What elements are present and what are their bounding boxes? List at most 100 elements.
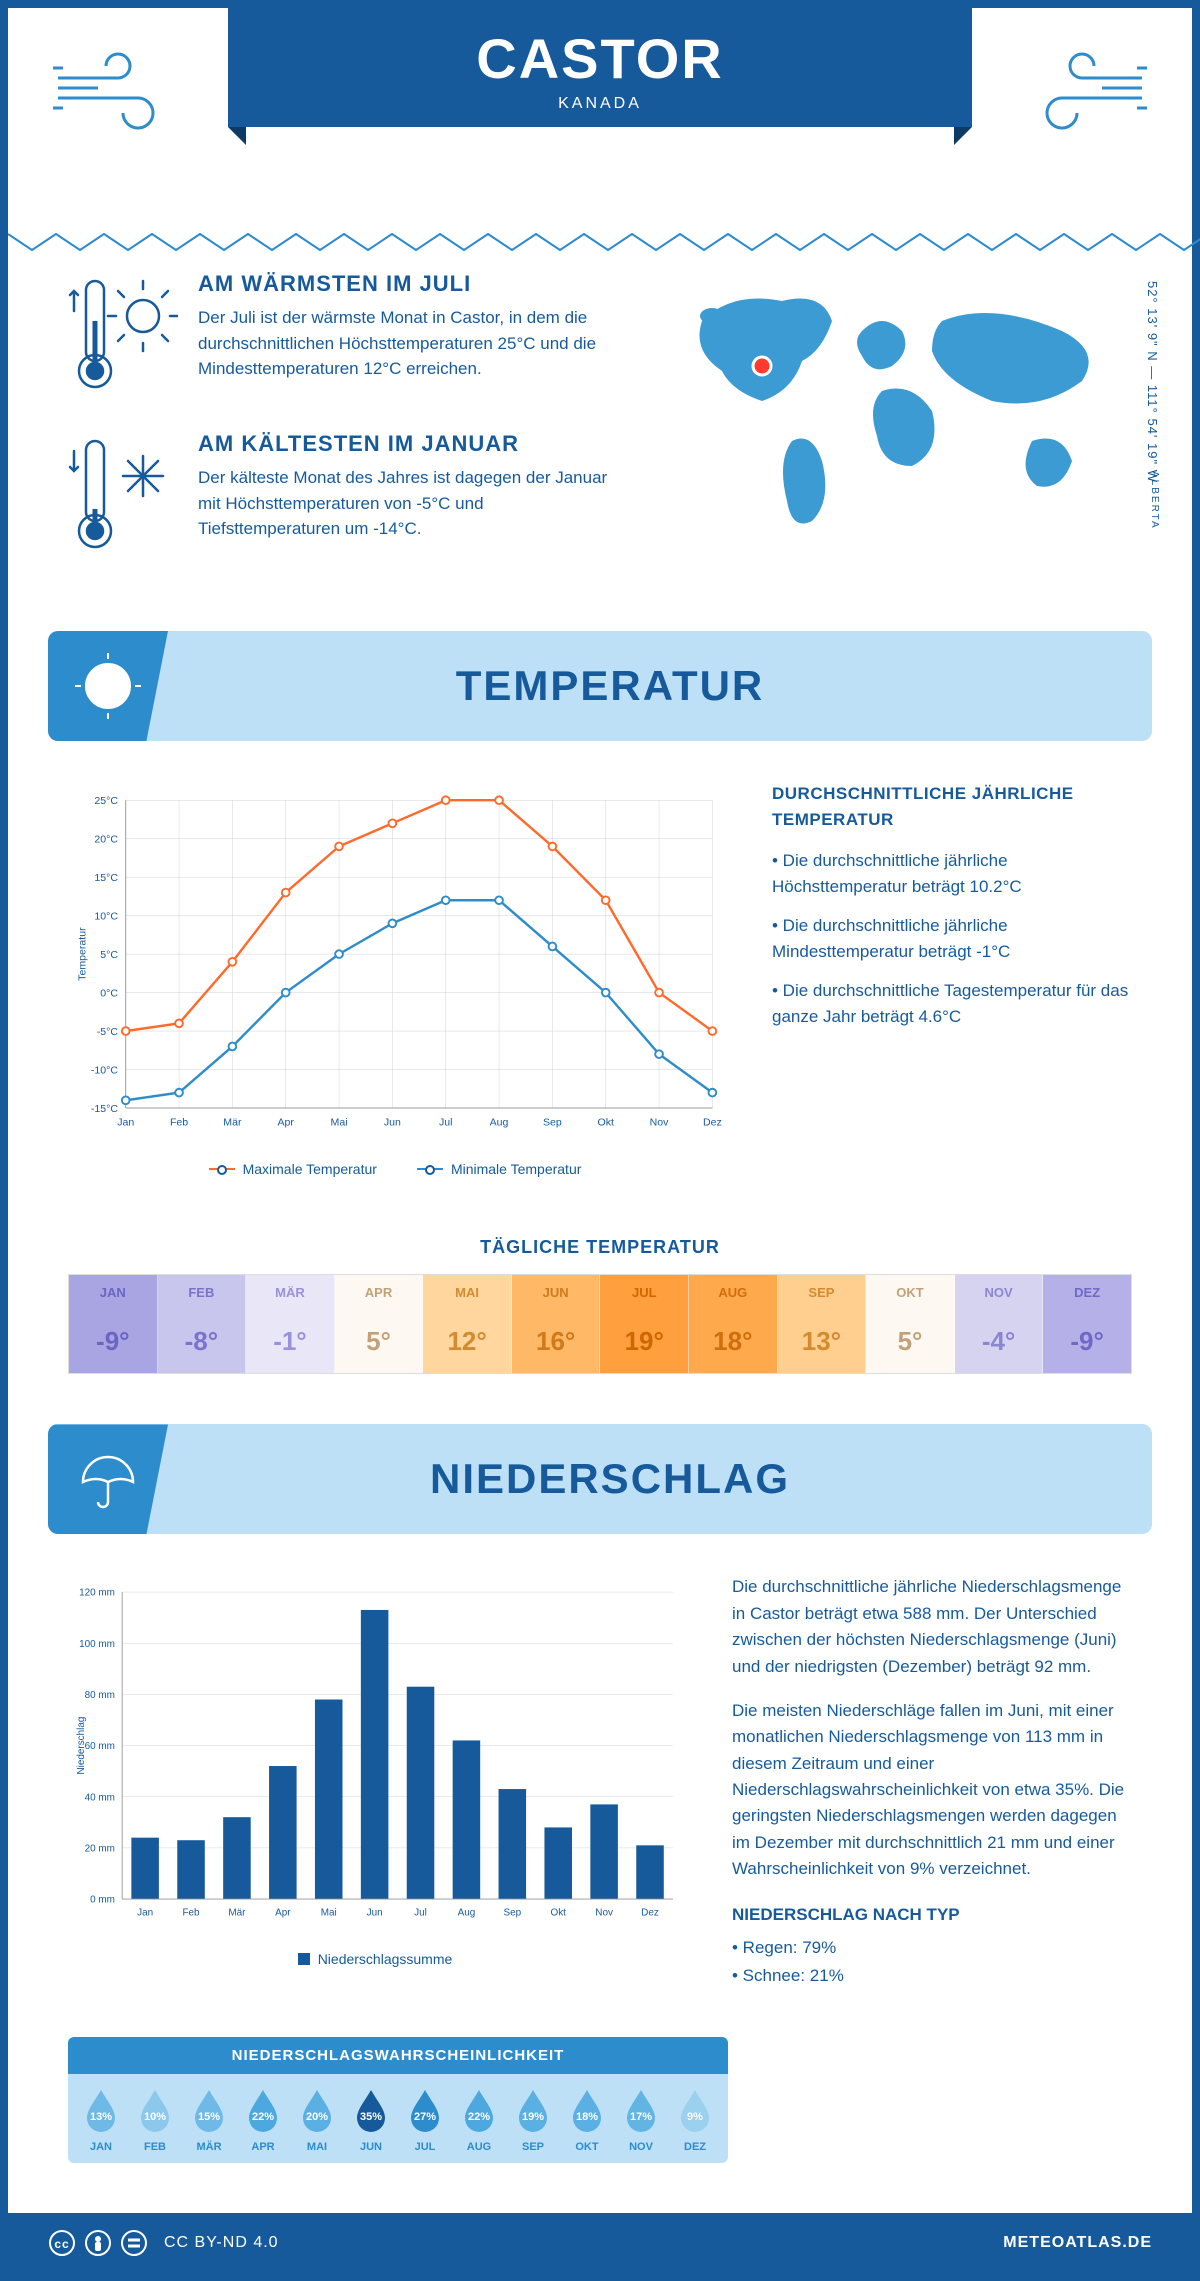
svg-text:Okt: Okt (597, 1116, 613, 1128)
prob-drop: 18%OKT (560, 2088, 614, 2153)
precipitation-summary: Die durchschnittliche jährliche Niedersc… (732, 1574, 1132, 2007)
city-name: CASTOR (228, 26, 972, 91)
svg-text:10°C: 10°C (94, 910, 118, 922)
region-label: ALBERTA (1149, 471, 1160, 530)
prob-drop: 13%JAN (74, 2088, 128, 2153)
svg-text:27%: 27% (414, 2111, 436, 2123)
license-text: CC BY-ND 4.0 (164, 2234, 279, 2252)
zigzag-divider (8, 228, 1200, 256)
country-name: KANADA (228, 95, 972, 113)
svg-text:40 mm: 40 mm (85, 1793, 115, 1804)
svg-text:19%: 19% (522, 2111, 544, 2123)
svg-text:Jan: Jan (137, 1908, 153, 1919)
svg-text:Mai: Mai (331, 1116, 348, 1128)
daily-temp-cell: AUG18° (689, 1275, 778, 1373)
header: CASTOR KANADA (8, 8, 1192, 228)
svg-text:20%: 20% (306, 2111, 328, 2123)
daily-temp-cell: OKT5° (866, 1275, 955, 1373)
svg-text:20°C: 20°C (94, 834, 118, 846)
svg-text:Jun: Jun (367, 1908, 383, 1919)
svg-text:Apr: Apr (277, 1116, 294, 1128)
svg-text:5°C: 5°C (100, 949, 118, 961)
umbrella-icon (73, 1444, 143, 1514)
daily-temp-cell: FEB-8° (158, 1275, 247, 1373)
svg-text:15%: 15% (198, 2111, 220, 2123)
location-marker (753, 357, 771, 375)
cc-icon: cc (48, 2229, 76, 2257)
svg-text:13%: 13% (90, 2111, 112, 2123)
svg-text:Nov: Nov (595, 1908, 613, 1919)
precipitation-legend: Niederschlagssumme (68, 1951, 682, 1967)
prob-title: NIEDERSCHLAGSWAHRSCHEINLICHKEIT (68, 2037, 728, 2074)
svg-text:80 mm: 80 mm (85, 1690, 115, 1701)
svg-text:Dez: Dez (641, 1908, 659, 1919)
footer: cc CC BY-ND 4.0 METEOATLAS.DE (8, 2213, 1192, 2273)
svg-text:Mär: Mär (223, 1116, 242, 1128)
coordinates: 52° 13' 9" N — 111° 54' 19" W (1145, 281, 1160, 483)
svg-text:Mai: Mai (321, 1908, 337, 1919)
svg-text:18%: 18% (576, 2111, 598, 2123)
svg-text:Apr: Apr (275, 1908, 291, 1919)
daily-temp-table: JAN-9°FEB-8°MÄR-1°APR5°MAI12°JUN16°JUL19… (68, 1274, 1132, 1374)
temperature-legend: Maximale Temperatur Minimale Temperatur (68, 1161, 722, 1177)
fact-cold-text: Der kälteste Monat des Jahres ist dagege… (198, 465, 612, 542)
svg-text:Sep: Sep (503, 1908, 521, 1919)
svg-text:-15°C: -15°C (91, 1103, 118, 1115)
svg-text:Niederschlag: Niederschlag (76, 1717, 87, 1775)
svg-text:35%: 35% (360, 2111, 382, 2123)
fact-warmest: AM WÄRMSTEN IM JULI Der Juli ist der wär… (68, 271, 612, 401)
svg-text:17%: 17% (630, 2111, 652, 2123)
nd-icon (120, 2229, 148, 2257)
fact-cold-title: AM KÄLTESTEN IM JANUAR (198, 431, 612, 457)
fact-warm-title: AM WÄRMSTEN IM JULI (198, 271, 612, 297)
wind-icon-left (48, 38, 188, 138)
svg-text:22%: 22% (252, 2111, 274, 2123)
daily-temp-cell: NOV-4° (955, 1275, 1044, 1373)
prob-drop: 19%SEP (506, 2088, 560, 2153)
section-header-precipitation: NIEDERSCHLAG (48, 1424, 1152, 1534)
wind-icon-right (1012, 38, 1152, 138)
prob-drop: 35%JUN (344, 2088, 398, 2153)
by-icon (84, 2229, 112, 2257)
svg-text:Nov: Nov (650, 1116, 670, 1128)
svg-text:Temperatur: Temperatur (76, 927, 88, 981)
section-title-precipitation: NIEDERSCHLAG (168, 1455, 1152, 1503)
fact-coldest: AM KÄLTESTEN IM JANUAR Der kälteste Mona… (68, 431, 612, 561)
intro-section: AM WÄRMSTEN IM JULI Der Juli ist der wär… (8, 261, 1192, 631)
prob-drop: 9%DEZ (668, 2088, 722, 2153)
world-map: 52° 13' 9" N — 111° 54' 19" W ALBERTA (652, 271, 1132, 591)
thermometer-snow-icon (68, 431, 178, 561)
svg-text:100 mm: 100 mm (79, 1639, 115, 1650)
temperature-chart: -15°C-10°C-5°C0°C5°C10°C15°C20°C25°CJanF… (68, 781, 722, 1177)
title-banner: CASTOR KANADA (228, 8, 972, 127)
section-title-temperature: TEMPERATUR (168, 662, 1152, 710)
daily-temp-cell: SEP13° (778, 1275, 867, 1373)
svg-text:60 mm: 60 mm (85, 1742, 115, 1753)
svg-text:Feb: Feb (170, 1116, 188, 1128)
svg-text:Sep: Sep (543, 1116, 562, 1128)
prob-drop: 17%NOV (614, 2088, 668, 2153)
license-badge: cc CC BY-ND 4.0 (48, 2229, 279, 2257)
daily-temp-cell: MÄR-1° (246, 1275, 335, 1373)
infographic-frame: CASTOR KANADA AM WÄRMSTEN IM JULI Der Ju… (0, 0, 1200, 2281)
svg-text:9%: 9% (687, 2111, 703, 2123)
prob-drop: 20%MAI (290, 2088, 344, 2153)
svg-text:25°C: 25°C (94, 795, 118, 807)
svg-text:10%: 10% (144, 2111, 166, 2123)
svg-text:Okt: Okt (551, 1908, 567, 1919)
section-header-temperature: TEMPERATUR (48, 631, 1152, 741)
svg-text:Jun: Jun (384, 1116, 401, 1128)
prob-drop: 22%AUG (452, 2088, 506, 2153)
daily-temp-cell: DEZ-9° (1043, 1275, 1131, 1373)
svg-text:Mär: Mär (228, 1908, 246, 1919)
svg-text:Jul: Jul (439, 1116, 453, 1128)
precipitation-chart: 0 mm20 mm40 mm60 mm80 mm100 mm120 mmJanF… (68, 1574, 682, 2007)
svg-text:0°C: 0°C (100, 987, 118, 999)
svg-text:-5°C: -5°C (97, 1026, 119, 1038)
sun-icon (73, 651, 143, 721)
daily-temp-cell: APR5° (335, 1275, 424, 1373)
daily-temp-cell: JUL19° (600, 1275, 689, 1373)
svg-text:Jan: Jan (117, 1116, 134, 1128)
thermometer-sun-icon (68, 271, 178, 401)
temperature-summary: DURCHSCHNITTLICHE JÄHRLICHE TEMPERATUR •… (772, 781, 1132, 1177)
